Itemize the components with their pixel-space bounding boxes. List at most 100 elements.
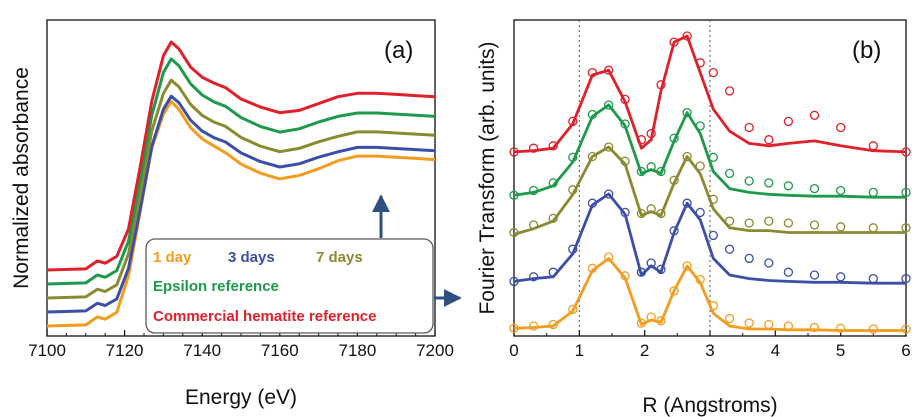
panel-b-data-point: [901, 223, 911, 233]
panel-b-data-point: [783, 181, 794, 191]
panel-b-fit-line-3-days: [513, 192, 906, 285]
panel-b-data-point: [764, 258, 774, 268]
panel-b-data-point: [587, 198, 598, 208]
panel-a-xtick-label-7160: 7160: [261, 341, 299, 360]
legend-item-commercial-hematite-reference: Commercial hematite reference: [153, 308, 376, 325]
panel-b-data-point: [669, 226, 679, 236]
panel-b-data-point: [744, 253, 754, 264]
panel-a-series-7-days: [46, 78, 436, 300]
panel-b-data-point: [695, 274, 705, 285]
panel-b-data-point: [528, 272, 539, 282]
panel-b-data-point: [568, 304, 578, 315]
panel-b-data-point: [708, 194, 718, 204]
panel-b-data-point: [744, 318, 754, 328]
panel-b-series-1-day: [509, 252, 911, 334]
panel-b-data-point: [646, 128, 656, 139]
panel-b-data-point: [646, 204, 656, 214]
panel-b-xtick-label-3: 3: [705, 341, 714, 360]
panel-b-data-point: [568, 185, 578, 195]
panel-a-label: (a): [384, 37, 413, 64]
panel-b-data-point: [764, 319, 774, 330]
panel-b-data-point: [836, 323, 846, 333]
panel-b-data-point: [656, 316, 666, 326]
panel-b-data-point: [783, 116, 794, 127]
panel-b-data-point: [809, 183, 820, 194]
panel-a-xticks: 7100 7120 7140 7160 7180 7200: [28, 330, 454, 360]
panel-b-data-point: [646, 162, 656, 172]
panel-b-data-point: [809, 322, 820, 333]
panel-b-data-point: [695, 121, 705, 131]
panel-b-data-point: [587, 151, 598, 162]
panel-b-data-point: [868, 324, 878, 334]
panel-b-data-point: [669, 37, 679, 47]
panel-b-series-epsilon-reference: [509, 100, 911, 200]
panel-b-data-point: [783, 267, 794, 277]
panel-b-data-point: [868, 141, 878, 151]
panel-b-data-point: [669, 133, 679, 143]
panel-b-data-point: [568, 116, 578, 127]
panel-b-dotted-guides: [578, 20, 711, 336]
panel-b-data-point: [744, 218, 754, 228]
panel-b-data-point: [724, 244, 735, 254]
panel-b-frame: [513, 19, 907, 337]
panel-b-data-point: [620, 94, 630, 105]
panel-b-data-point: [682, 107, 692, 118]
panel-b-data-point: [509, 147, 519, 157]
panel-b-data-point: [656, 264, 666, 275]
legend-item-epsilon-reference: Epsilon reference: [153, 278, 279, 295]
panel-b-data-point: [836, 122, 846, 133]
panel-b-data-point: [509, 190, 519, 200]
panel-b-data-point: [868, 223, 878, 233]
panel-b-data-point: [682, 151, 692, 162]
panel-b-data-point: [548, 319, 558, 330]
panel-b-data-point: [587, 263, 598, 273]
panel-b-data-point: [868, 273, 878, 284]
panel-b-data-point: [724, 86, 735, 96]
panel-a-series-commercial-hematite-reference: [46, 40, 436, 272]
panel-b-xtick-label-0: 0: [509, 341, 518, 360]
panel-b-data-point: [646, 312, 656, 322]
panel-b-data-point: [724, 168, 735, 179]
panel-b-data-point: [587, 67, 598, 78]
panel-b-data-point: [656, 80, 666, 90]
panel-b-data-point: [724, 313, 735, 324]
legend-item-1-day: 1 day: [153, 249, 192, 266]
panel-b-xtick-label-1: 1: [575, 341, 584, 360]
panel-b-fit-line-commercial-hematite-reference: [513, 34, 907, 154]
panel-b-data-point: [901, 324, 911, 334]
panel-b-ylabel: Fourier Transform (arb. units): [476, 41, 499, 314]
panel-b-data-point: [604, 189, 614, 199]
legend-item-3-days: 3 days: [228, 249, 275, 266]
panel-b-data-point: [764, 135, 774, 145]
panel-a-series: [46, 40, 436, 328]
panel-b-label: (b): [852, 37, 881, 64]
panel-b-data-point: [836, 185, 846, 196]
panel-a-series-epsilon-reference: [46, 57, 436, 286]
panel-b-data-point: [682, 261, 692, 271]
panel-b-data-point: [783, 218, 794, 228]
legend-box: [145, 238, 434, 334]
panel-b-data-point: [620, 207, 630, 218]
panel-b-data-point: [901, 273, 911, 284]
panel-b-data-point: [708, 230, 718, 241]
panel-b-fit-line-7-days: [513, 145, 906, 236]
panel-b-data-point: [682, 31, 692, 41]
panel-b-data-point: [509, 323, 519, 333]
panel-b-series-7-days: [509, 142, 911, 238]
panel-b-data-point: [528, 143, 539, 153]
panel-b-data-point: [744, 176, 754, 186]
panel-b-xtick-label-6: 6: [901, 341, 910, 360]
panel-b-data-point: [764, 178, 774, 188]
panel-b-data-point: [548, 141, 558, 151]
panel-b-data-point: [764, 216, 774, 226]
panel-b-data-point: [604, 252, 614, 262]
panel-b-fit-line-epsilon-reference: [513, 103, 906, 199]
panel-a-chart: 7100 7120 7140 7160 7180 7200 (a) Energy (eV)…: [10, 19, 462, 409]
panel-b-data-point: [708, 67, 718, 78]
panel-b-data-point: [548, 213, 558, 223]
panel-a-xtick-label-7180: 7180: [338, 341, 376, 360]
panel-b-data-point: [708, 301, 718, 311]
panel-b-data-point: [528, 220, 539, 230]
panel-b-data-point: [695, 161, 705, 171]
panel-b-data-point: [509, 276, 519, 287]
